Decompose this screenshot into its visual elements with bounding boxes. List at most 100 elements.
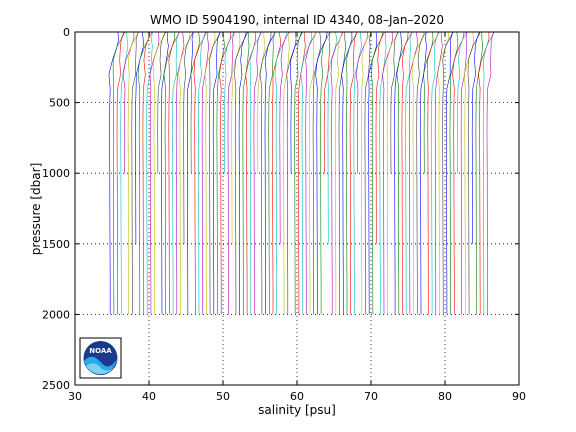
profile-line <box>279 31 290 244</box>
profile-line <box>408 31 418 315</box>
profile-line <box>178 31 191 315</box>
profile-line <box>390 31 399 174</box>
profile-line <box>471 31 481 244</box>
profile-line <box>168 31 180 315</box>
profile-line <box>209 31 221 315</box>
profile-line <box>127 31 139 315</box>
y-tick-label: 500 <box>49 97 70 110</box>
profile-line <box>142 31 153 315</box>
profile-line <box>137 31 150 315</box>
profile-line <box>122 31 135 174</box>
profile-line <box>305 31 317 315</box>
y-tick-label: 1000 <box>42 167 70 180</box>
profile-line <box>353 31 362 315</box>
profile-line <box>135 31 144 244</box>
x-tick-label: 50 <box>216 390 230 403</box>
profile-line <box>242 31 250 315</box>
profile-line <box>193 31 206 315</box>
profile-line <box>445 31 454 315</box>
profile-line <box>315 31 328 315</box>
profile-line <box>442 31 454 315</box>
profile-line <box>368 31 378 315</box>
profile-line <box>161 31 169 315</box>
profile-line <box>212 31 221 315</box>
y-tick-label: 2000 <box>42 308 70 321</box>
profile-line <box>249 31 262 315</box>
profile-line <box>375 31 385 244</box>
profile-line <box>482 31 495 315</box>
profile-line <box>183 31 194 244</box>
profile-line <box>190 31 200 174</box>
chart-title: WMO ID 5904190, internal ID 4340, 08–Jan… <box>150 13 444 27</box>
profile-line <box>431 31 440 315</box>
profile-line <box>309 31 317 315</box>
x-tick-label: 70 <box>364 390 378 403</box>
profile-line <box>320 31 331 315</box>
profile-line <box>394 31 403 315</box>
profile-line <box>172 31 180 315</box>
profile-line <box>475 31 484 315</box>
profile-line <box>379 31 387 315</box>
profile-line <box>401 31 413 315</box>
profile-line <box>223 31 235 174</box>
profile-line <box>360 31 372 315</box>
profile-line <box>238 31 249 315</box>
profile-line <box>364 31 372 315</box>
profile-line <box>116 31 125 315</box>
profile-line <box>457 31 468 174</box>
profile-line <box>131 31 139 315</box>
profile-line <box>386 31 399 315</box>
noaa-logo: NOAA <box>79 337 122 379</box>
profile-lines <box>108 31 495 315</box>
profile-line <box>297 31 306 315</box>
profile-line <box>327 31 337 244</box>
x-axis-label: salinity [psu] <box>258 403 336 417</box>
profile-line <box>330 31 343 315</box>
x-tick-label: 90 <box>512 390 526 403</box>
profile-line <box>227 31 235 315</box>
profile-line <box>420 31 427 315</box>
profile-line <box>345 31 358 315</box>
profile-line <box>452 31 465 315</box>
profile-line <box>253 31 262 315</box>
profile-line <box>486 31 495 315</box>
x-tick-label: 80 <box>438 390 452 403</box>
profile-line <box>449 31 459 315</box>
x-tick-label: 40 <box>142 390 156 403</box>
profile-line <box>234 31 247 315</box>
profile-line <box>405 31 413 315</box>
profile-line <box>290 31 303 174</box>
profile-line <box>371 31 384 315</box>
grid-lines <box>75 32 519 385</box>
profile-line <box>186 31 194 315</box>
profile-line <box>411 31 424 315</box>
y-tick-label: 2500 <box>42 379 70 392</box>
profile-line <box>338 32 347 315</box>
profile-line <box>434 31 443 315</box>
profile-line <box>427 31 439 315</box>
profile-line <box>423 31 434 174</box>
profile-line <box>201 31 210 315</box>
profile-line <box>274 31 287 315</box>
x-tick-label: 60 <box>290 390 304 403</box>
profile-line <box>175 31 185 315</box>
profile-line <box>268 31 276 315</box>
y-axis-label: pressure [dbar] <box>29 163 43 256</box>
profile-line <box>153 31 166 315</box>
profile-line <box>334 31 344 315</box>
profile-line <box>264 31 276 315</box>
profile-line <box>216 31 225 315</box>
profile-line <box>112 31 125 315</box>
logo-text: NOAA <box>89 347 112 355</box>
profile-line <box>294 31 303 315</box>
profile-line <box>283 31 290 315</box>
x-axis-ticks: 30 40 50 60 70 80 90 <box>68 32 526 403</box>
profile-line <box>146 31 153 315</box>
y-axis-ticks: 0 500 1000 1500 2000 2500 <box>42 26 519 392</box>
x-tick-label: 30 <box>68 390 82 403</box>
profile-line <box>460 31 468 315</box>
profile-line <box>467 31 480 315</box>
profile-line <box>257 31 266 174</box>
profile-line <box>198 31 208 315</box>
